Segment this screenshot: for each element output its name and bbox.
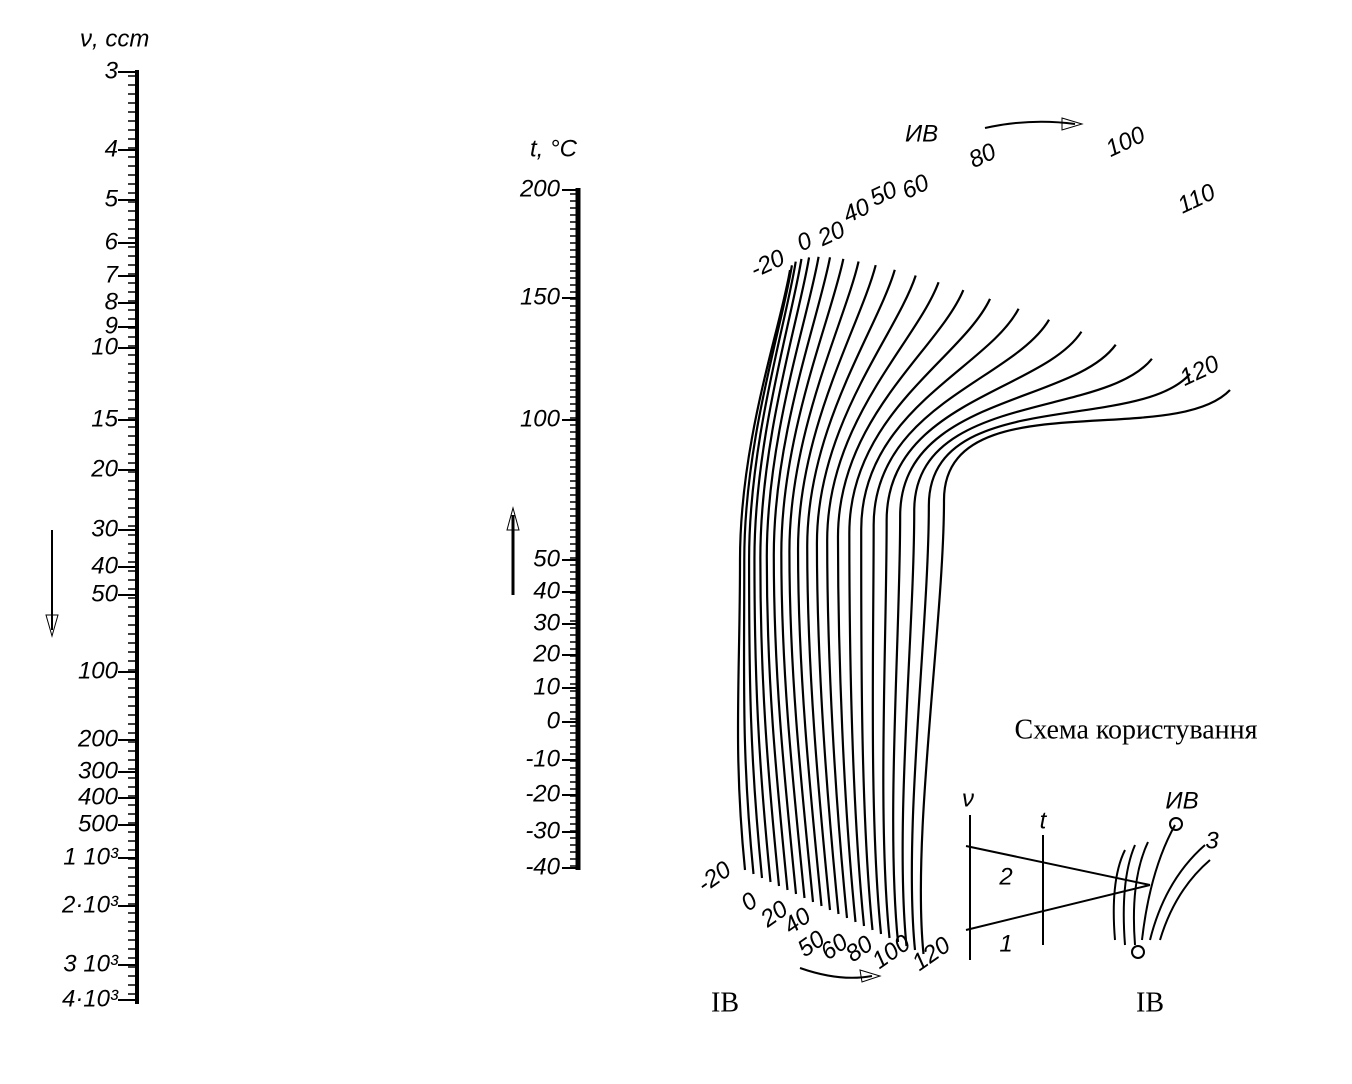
t-label: -20 — [525, 780, 560, 807]
iv-curve — [742, 265, 793, 875]
nu-label: 6 — [105, 228, 119, 255]
nu-label: 10 — [91, 333, 118, 360]
nu-label: 9 — [105, 312, 118, 339]
t-label: 30 — [533, 609, 560, 636]
nu-label: 40 — [91, 552, 118, 579]
iv-curve — [871, 319, 1050, 935]
arrow-bottom — [799, 967, 873, 979]
arrow-top — [984, 120, 1076, 129]
curve-label-top: 60 — [898, 169, 934, 205]
nu-label: 500 — [78, 810, 119, 837]
iv-curve — [836, 289, 965, 923]
curve-label-top: 0 — [793, 227, 817, 257]
arrow-head — [1061, 117, 1084, 131]
nu-label: 300 — [78, 757, 119, 784]
scheme-axis-label: ν — [962, 785, 974, 812]
curves-top-title: ИВ — [905, 120, 938, 147]
t-label: 10 — [533, 673, 560, 700]
scheme-point — [1169, 817, 1183, 831]
nu-label: 200 — [77, 725, 119, 752]
scheme-step-label: 1 — [999, 930, 1012, 957]
curve-label-top: 20 — [813, 216, 850, 252]
scheme-line-1 — [965, 884, 1151, 931]
curve-label-top: 40 — [839, 193, 875, 229]
t-label: 100 — [520, 405, 561, 432]
iv-curve — [772, 257, 832, 895]
scheme-axis-label: t — [1040, 807, 1048, 834]
scheme-axis-label: ИВ — [1165, 787, 1198, 814]
iv-curve — [848, 298, 991, 927]
t-label: 40 — [533, 577, 560, 604]
nu-label: 20 — [90, 455, 118, 482]
iv-curve — [901, 358, 1153, 947]
iv-curve — [806, 269, 896, 911]
curves-footer: IB — [711, 987, 739, 1018]
iv-curve — [796, 264, 877, 907]
curve-label-bottom: 100 — [867, 929, 916, 974]
scheme-title: Схема користування — [1015, 714, 1258, 745]
nu-label: 4·10³ — [62, 985, 119, 1012]
iv-curve — [882, 331, 1083, 939]
iv-curve — [759, 257, 811, 887]
iv-curve — [860, 308, 1020, 931]
usage-scheme — [965, 815, 1211, 960]
curve-label-top: 80 — [965, 138, 1001, 174]
scheme-step-label: 3 — [1205, 827, 1219, 854]
curve-label-top: 100 — [1102, 121, 1150, 163]
iv-curve — [753, 258, 803, 883]
nu-label: 3 10³ — [63, 950, 119, 977]
t-label: 20 — [532, 640, 560, 667]
curve-label-top: 120 — [1176, 350, 1224, 392]
nu-label: 30 — [91, 515, 118, 542]
arrow-head — [45, 614, 59, 638]
curve-label-top: 110 — [1173, 178, 1220, 219]
scheme-point — [1131, 945, 1145, 959]
arrow-head — [859, 969, 882, 983]
t-label: 200 — [519, 175, 561, 202]
iv-curve — [892, 344, 1117, 943]
t-label: -40 — [525, 853, 560, 880]
nu-label: 400 — [78, 783, 119, 810]
nu-title: ν, ccm — [80, 25, 149, 52]
curve-label-top: 50 — [866, 176, 902, 212]
scheme-line-2 — [965, 845, 1151, 886]
iv-curve — [788, 261, 860, 903]
t-label: 50 — [533, 545, 560, 572]
iv-curve — [765, 256, 820, 891]
iv-curve — [826, 281, 940, 919]
iv-curve — [780, 258, 845, 899]
iv-curve — [747, 261, 797, 879]
iv-curve — [736, 269, 792, 871]
t-label: -10 — [525, 745, 560, 772]
iv-curve — [919, 389, 1231, 955]
arrow-head — [506, 506, 520, 531]
t-label: -30 — [525, 817, 560, 844]
scheme-curves — [1112, 824, 1211, 946]
scheme-footer: IB — [1136, 987, 1164, 1018]
nu-label: 4 — [105, 135, 118, 162]
nu-label: 100 — [78, 657, 119, 684]
nu-label: 8 — [105, 288, 119, 315]
t-title: t, °C — [530, 135, 578, 162]
nu-label: 15 — [91, 405, 118, 432]
nu-label: 5 — [105, 185, 119, 212]
iv-curve — [910, 373, 1191, 951]
t-label: 150 — [520, 283, 561, 310]
nu-label: 3 — [105, 57, 119, 84]
iv-curve — [815, 275, 917, 915]
nu-label: 1 10³ — [63, 843, 119, 870]
scheme-step-label: 2 — [998, 863, 1012, 890]
curve-label-bottom: -20 — [692, 856, 736, 898]
nu-label: 2·10³ — [61, 891, 119, 918]
nu-label: 50 — [91, 580, 118, 607]
nu-label: 7 — [105, 261, 120, 288]
t-label: 0 — [547, 707, 561, 734]
curve-label-top: -20 — [746, 244, 789, 283]
